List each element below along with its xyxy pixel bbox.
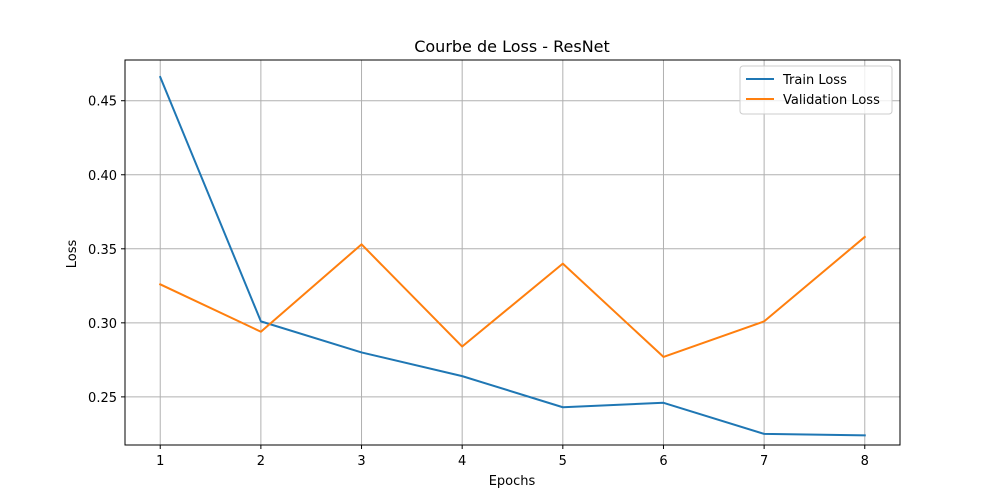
series-line-train-loss [158, 75, 866, 437]
legend: Train Loss Validation Loss [739, 65, 893, 115]
y-axis-label: Loss [65, 240, 80, 269]
legend-box [739, 65, 893, 115]
legend-label: Train Loss [782, 73, 847, 88]
grid-layer [125, 60, 900, 445]
y-tick-label: 0.35 [88, 243, 117, 258]
series-line-validation-loss [158, 235, 867, 358]
x-tick-label: 8 [861, 454, 869, 469]
series-layer [158, 75, 867, 437]
y-tick-label: 0.45 [88, 95, 117, 110]
legend-label: Validation Loss [783, 93, 880, 108]
y-tick-label: 0.30 [88, 317, 117, 332]
tick-layer: 1 2 3 4 5 6 7 8 0.25 0.30 0.35 0.40 0.45 [88, 95, 869, 469]
x-axis-label: Epochs [489, 474, 536, 489]
chart-title: Courbe de Loss - ResNet [414, 37, 610, 56]
y-tick-label: 0.40 [88, 169, 117, 184]
x-tick-label: 6 [659, 454, 667, 469]
y-tick-label: 0.25 [88, 391, 117, 406]
x-tick-label: 3 [357, 454, 365, 469]
x-tick-label: 7 [760, 454, 768, 469]
x-tick-label: 4 [458, 454, 466, 469]
x-tick-label: 2 [257, 454, 265, 469]
x-tick-label: 5 [559, 454, 567, 469]
x-tick-label: 1 [156, 454, 164, 469]
plot-frame [124, 59, 901, 446]
